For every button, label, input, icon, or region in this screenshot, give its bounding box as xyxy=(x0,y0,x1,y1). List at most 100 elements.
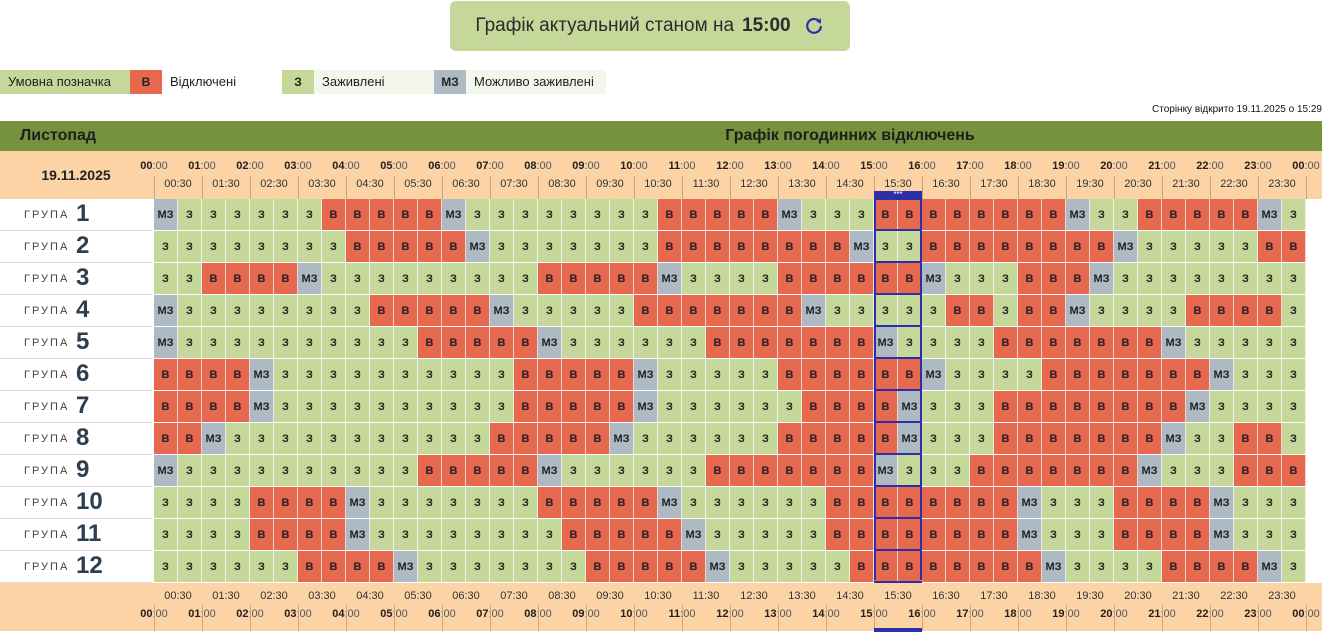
schedule-cell: В xyxy=(274,519,298,550)
schedule-cell: В xyxy=(634,519,658,550)
schedule-cell: В xyxy=(874,263,898,294)
hour-tick xyxy=(970,605,971,631)
schedule-cell: В xyxy=(1138,391,1162,422)
hour-label: 16:00 xyxy=(908,608,936,620)
hour-label: 08:00 xyxy=(524,160,552,172)
schedule-cell: В xyxy=(1018,455,1042,486)
schedule-cell: З xyxy=(226,231,250,262)
schedule-cell: З xyxy=(370,519,394,550)
schedule-cell: МЗ xyxy=(154,295,178,326)
schedule-cell: З xyxy=(370,359,394,390)
schedule-cell: З xyxy=(586,327,610,358)
group-word: ГРУПА xyxy=(24,561,70,573)
schedule-cell: З xyxy=(946,359,970,390)
hour-label: 20:00 xyxy=(1100,160,1128,172)
schedule-cell: МЗ xyxy=(682,519,706,550)
hour-label: 09:00 xyxy=(572,160,600,172)
hour-tick xyxy=(442,605,443,631)
schedule-cell: З xyxy=(610,295,634,326)
schedule-cell: В xyxy=(1114,487,1138,518)
schedule-cell: В xyxy=(538,263,562,294)
schedule-cell: З xyxy=(1186,423,1210,454)
schedule-cell: З xyxy=(706,359,730,390)
group-word: ГРУПА xyxy=(24,241,70,253)
schedule-cell: В xyxy=(586,359,610,390)
schedule-cell: В xyxy=(1186,551,1210,582)
schedule-cell: З xyxy=(250,295,274,326)
half-hour-label: 01:30 xyxy=(212,178,240,190)
schedule-cell: В xyxy=(706,295,730,326)
schedule-cell: З xyxy=(370,327,394,358)
hour-tick xyxy=(874,605,875,631)
schedule-cell: МЗ xyxy=(442,199,466,230)
schedule-cell: З xyxy=(226,487,250,518)
schedule-cell: З xyxy=(754,487,778,518)
schedule-cell: В xyxy=(1042,359,1066,390)
group-number: 3 xyxy=(76,264,90,291)
schedule-cell: В xyxy=(850,263,874,294)
schedule-cell: В xyxy=(946,295,970,326)
schedule-cell: З xyxy=(1162,263,1186,294)
half-hour-label: 05:30 xyxy=(404,590,432,602)
schedule-cell: В xyxy=(826,231,850,262)
schedule-cell: З xyxy=(994,263,1018,294)
schedule-cell: З xyxy=(1282,295,1306,326)
schedule-cell: З xyxy=(466,487,490,518)
schedule-cell: В xyxy=(1162,391,1186,422)
schedule-cell: МЗ xyxy=(538,455,562,486)
schedule-cell: З xyxy=(562,199,586,230)
schedule-cell: З xyxy=(154,519,178,550)
hour-tick xyxy=(730,176,731,199)
current-row-line xyxy=(874,293,922,295)
schedule-cell: З xyxy=(610,327,634,358)
hour-tick xyxy=(634,605,635,631)
half-hour-label: 20:30 xyxy=(1124,178,1152,190)
schedule-cell: З xyxy=(418,391,442,422)
schedule-cell: В xyxy=(346,231,370,262)
hour-label: 12:00 xyxy=(716,608,744,620)
schedule-cell: З xyxy=(946,455,970,486)
schedule-cell: З xyxy=(1282,263,1306,294)
schedule-cell: В xyxy=(658,295,682,326)
group-row: ГРУПА 1 МЗ З З З З З З В В В В В МЗ З З З З З З З З В В В В В МЗ З З З В… xyxy=(0,199,1322,231)
hour-label: 20:00 xyxy=(1100,608,1128,620)
hour-label: 21:00 xyxy=(1148,608,1176,620)
half-hour-label: 08:30 xyxy=(548,178,576,190)
schedule-cell: В xyxy=(1090,231,1114,262)
schedule-cell: З xyxy=(346,423,370,454)
schedule-cell: В xyxy=(1114,391,1138,422)
schedule-cell: В xyxy=(514,359,538,390)
schedule-cell: В xyxy=(946,231,970,262)
hour-label: 17:00 xyxy=(956,608,984,620)
schedule-cell: В xyxy=(850,551,874,582)
schedule-cell: З xyxy=(730,359,754,390)
schedule-cell: З xyxy=(274,551,298,582)
refresh-icon[interactable] xyxy=(803,15,825,37)
schedule-cell: З xyxy=(322,263,346,294)
schedule-cell: З xyxy=(1234,519,1258,550)
schedule-cell: З xyxy=(538,295,562,326)
hour-tick xyxy=(778,176,779,199)
schedule-cell: В xyxy=(586,487,610,518)
schedule-cell: В xyxy=(850,359,874,390)
schedule-cell: В xyxy=(586,391,610,422)
schedule-cell: З xyxy=(1282,359,1306,390)
schedule-cell: З xyxy=(250,199,274,230)
schedule-cell: З xyxy=(1186,263,1210,294)
schedule-cell: З xyxy=(490,487,514,518)
schedule-cell: З xyxy=(922,455,946,486)
schedule-cell: В xyxy=(898,487,922,518)
schedule-cell: З xyxy=(490,551,514,582)
hour-tick xyxy=(202,176,203,199)
current-time-bottom xyxy=(874,628,922,632)
schedule-cell: В xyxy=(1210,295,1234,326)
schedule-cell: З xyxy=(346,327,370,358)
schedule-cell: З xyxy=(1138,551,1162,582)
hour-tick xyxy=(538,605,539,631)
hour-label: 18:00 xyxy=(1004,608,1032,620)
schedule-cell: З xyxy=(634,423,658,454)
schedule-cell: З xyxy=(706,391,730,422)
hour-tick xyxy=(922,176,923,199)
schedule-cell: З xyxy=(586,295,610,326)
schedule-cell: З xyxy=(730,519,754,550)
